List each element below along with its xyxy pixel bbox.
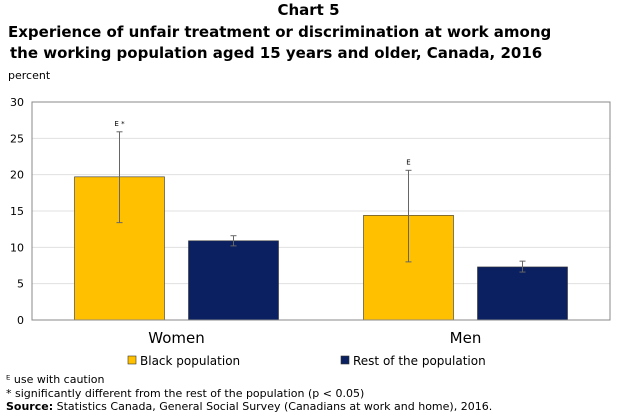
legend-swatch bbox=[340, 355, 350, 365]
legend-label: Black population bbox=[140, 354, 240, 368]
source-text: Statistics Canada, General Social Survey… bbox=[53, 400, 493, 413]
y-tick-label: 20 bbox=[10, 169, 24, 182]
y-tick-label: 5 bbox=[17, 278, 24, 291]
chart-title-line-2: the working population aged 15 years and… bbox=[10, 44, 543, 62]
legend: Black population Rest of the population bbox=[127, 354, 486, 368]
chart-number: Chart 5 bbox=[277, 1, 340, 19]
bar bbox=[477, 266, 568, 321]
x-axis-categories: Women Men bbox=[148, 329, 481, 347]
y-tick-label: 10 bbox=[10, 241, 24, 254]
source-line: Source: Statistics Canada, General Socia… bbox=[6, 400, 492, 414]
bar bbox=[188, 240, 279, 321]
bars bbox=[74, 176, 568, 321]
legend-swatch bbox=[127, 355, 137, 365]
chart-title: Experience of unfair treatment or discri… bbox=[8, 22, 568, 64]
y-axis-ticks: 0 5 10 15 20 25 30 bbox=[10, 96, 24, 327]
note-caution: ᴱ use with caution bbox=[6, 373, 105, 386]
source-label: Source: bbox=[6, 400, 54, 413]
x-category-label: Women bbox=[148, 329, 204, 347]
legend-label: Rest of the population bbox=[353, 354, 486, 368]
plot-area-border bbox=[31, 101, 611, 321]
note-significance: * significantly different from the rest … bbox=[6, 386, 365, 400]
bar-annotation: E * bbox=[114, 120, 125, 128]
chart-title-line-1: Experience of unfair treatment or discri… bbox=[8, 23, 552, 41]
bar-annotations: E * E bbox=[114, 120, 410, 167]
error-bars bbox=[116, 131, 526, 273]
y-tick-label: 25 bbox=[10, 132, 24, 145]
notes: ᴱ use with caution * significantly diffe… bbox=[6, 373, 492, 414]
y-tick-label: 0 bbox=[17, 314, 24, 327]
bar-annotation: E bbox=[406, 158, 410, 166]
y-tick-label: 15 bbox=[10, 205, 24, 218]
x-category-label: Men bbox=[450, 329, 482, 347]
y-tick-label: 30 bbox=[10, 96, 24, 109]
y-axis-label: percent bbox=[8, 69, 51, 82]
